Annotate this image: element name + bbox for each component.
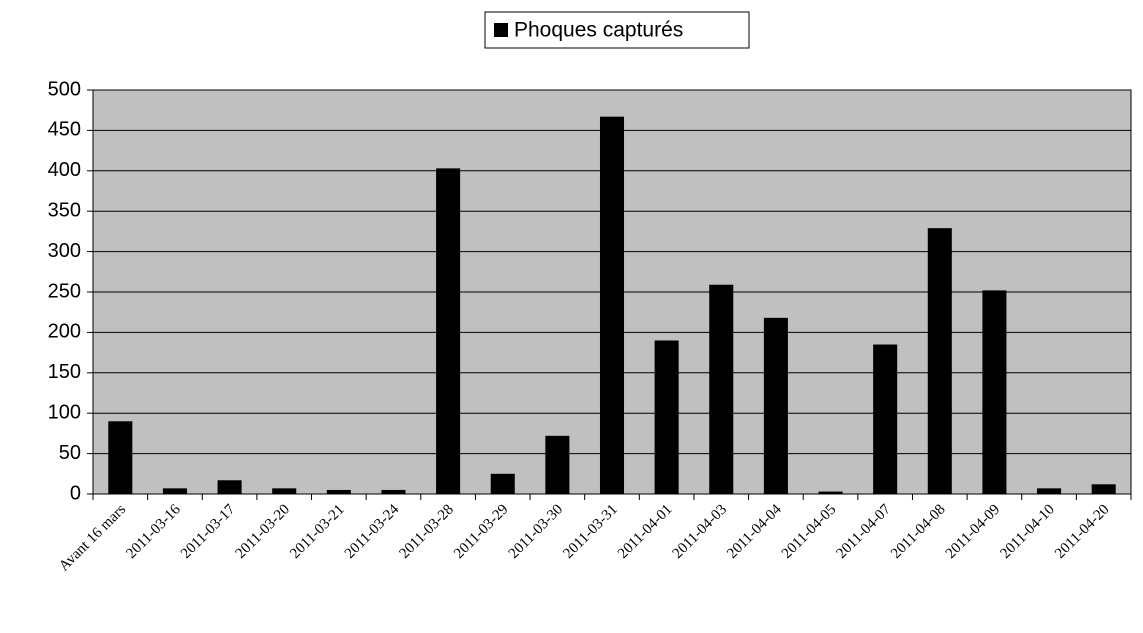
bar [982,290,1007,494]
x-tick-label: 2011-03-30 [506,502,566,562]
x-tick-label: 2011-03-28 [397,502,457,562]
x-tick-label: 2011-04-05 [779,502,839,562]
x-tick-label: 2011-04-08 [888,502,948,562]
bar [381,489,406,494]
x-tick-label: 2011-04-03 [670,502,730,562]
x-tick-label: 2011-03-16 [123,501,184,562]
x-tick-label: 2011-03-21 [287,502,347,562]
x-tick-label: 2011-03-17 [178,501,239,562]
y-tick-label: 50 [59,442,81,464]
x-tick-label: 2011-04-01 [615,502,675,562]
bar [217,480,242,494]
y-tick-label: 350 [48,199,81,221]
bar [818,491,843,494]
y-tick-label: 150 [48,361,81,383]
y-tick-label: 300 [48,240,81,262]
bar [545,435,570,494]
x-tick-label: 2011-03-20 [233,502,293,562]
bar [709,284,734,494]
bar [763,317,788,494]
y-tick-label: 400 [48,159,81,181]
y-tick-label: 0 [70,482,81,504]
legend-swatch [494,23,508,37]
bar [436,168,461,494]
x-tick-label: 2011-04-09 [943,502,1003,562]
y-tick-label: 200 [48,321,81,343]
y-tick-label: 250 [48,280,81,302]
x-tick-label: 2011-03-29 [451,502,511,562]
x-tick-label: 2011-03-24 [342,501,403,562]
bar [490,473,515,494]
bar [599,116,625,494]
bar [654,340,679,494]
x-tick-label: 2011-04-07 [834,501,895,562]
bar [1091,484,1116,494]
bar [873,344,898,494]
legend-box [484,11,750,49]
bar [272,488,297,494]
x-tick-label: 2011-04-20 [1052,502,1112,562]
y-tick-label: 500 [48,78,81,100]
bar [108,421,133,494]
legend-label: Phoques capturés [514,19,683,42]
bar [1037,488,1062,494]
x-tick-label: 2011-04-04 [724,501,785,562]
y-tick-label: 450 [48,119,81,141]
x-tick-label: 2011-04-10 [997,502,1057,562]
bar [326,489,351,494]
bar [162,488,187,494]
x-tick-label: Avant 16 mars [56,501,129,574]
x-tick-label: 2011-03-31 [560,502,620,562]
y-tick-label: 100 [48,401,81,423]
bar [927,228,952,494]
